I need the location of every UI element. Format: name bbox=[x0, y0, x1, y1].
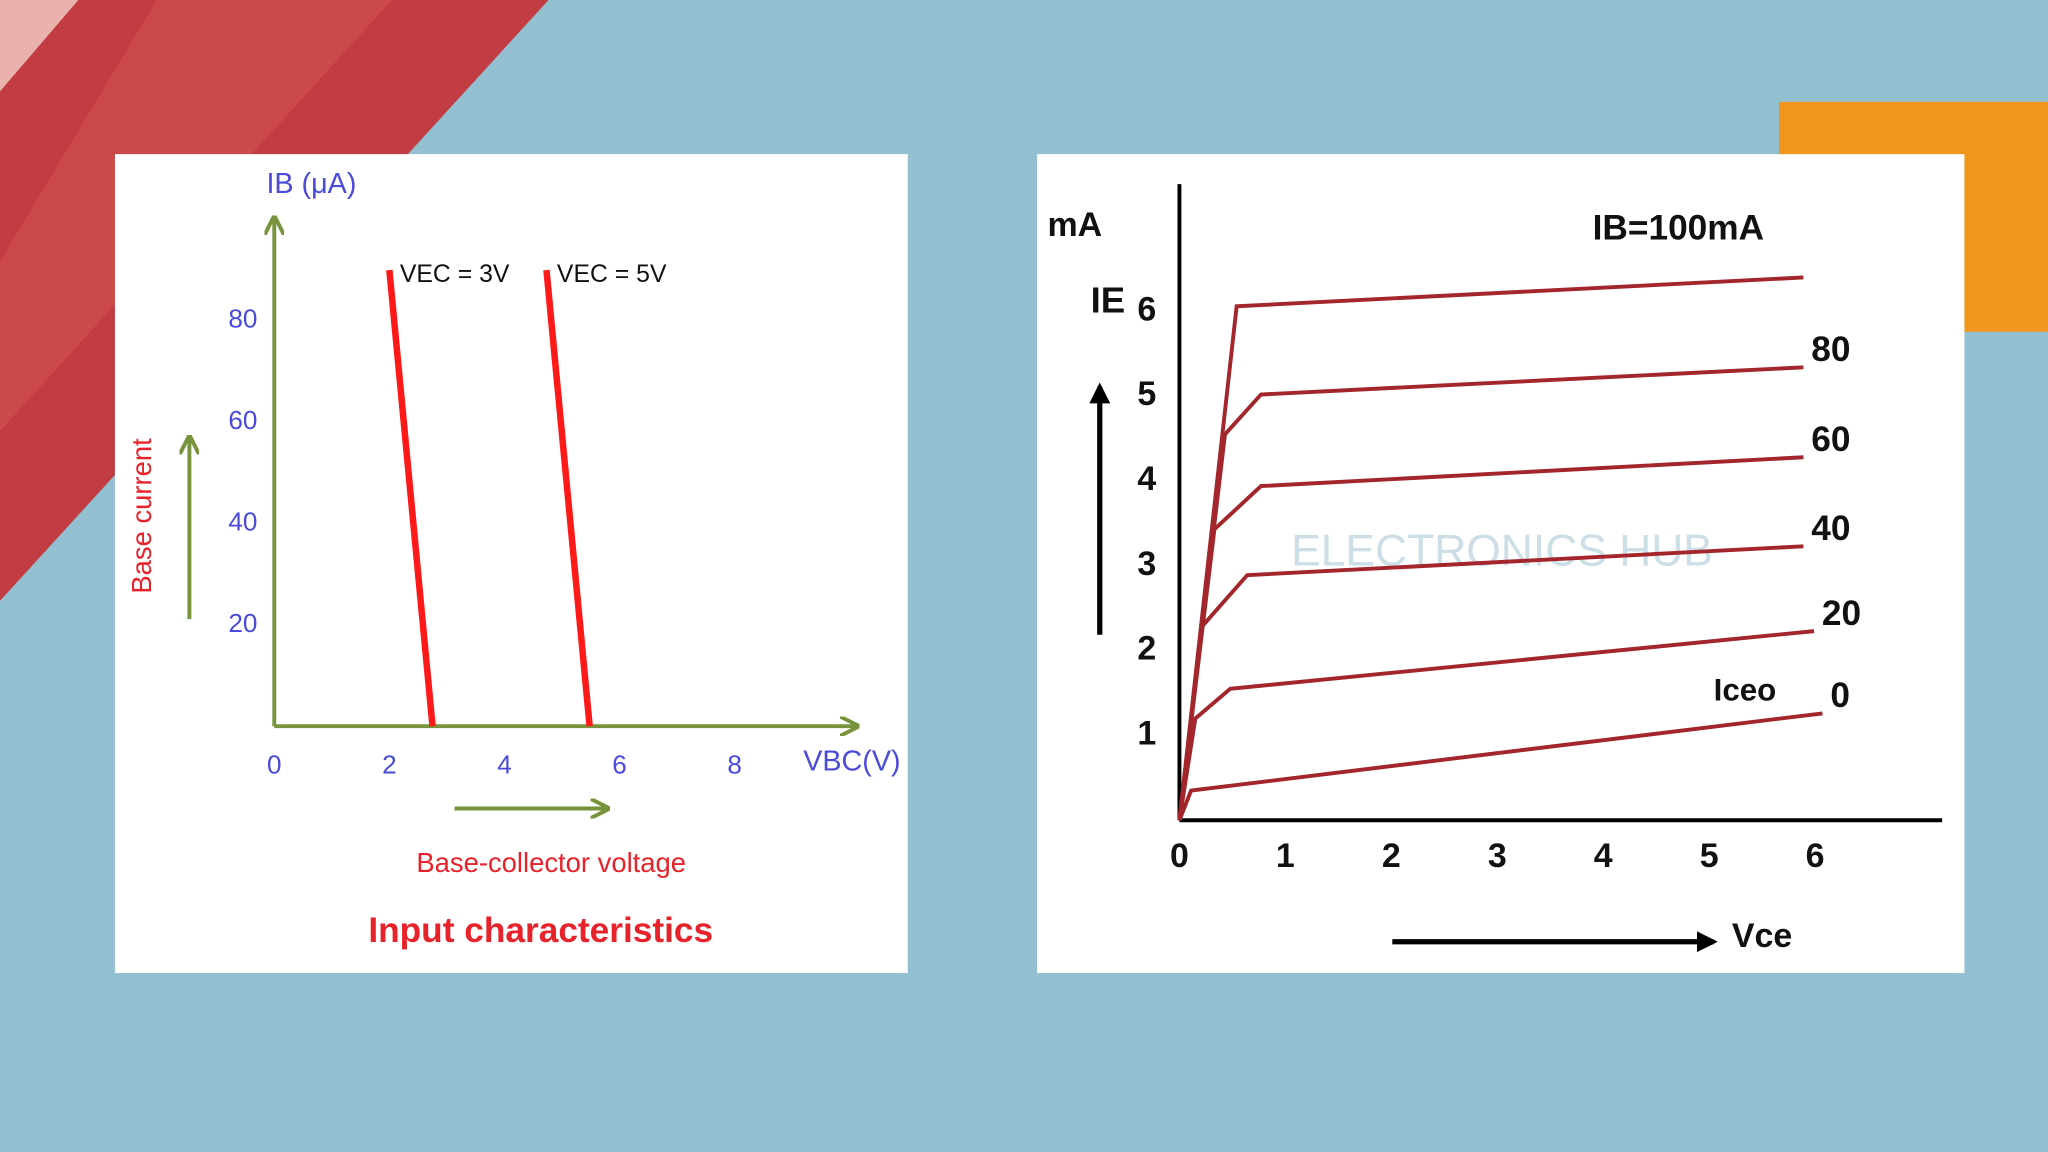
y-unit: mA bbox=[1048, 206, 1103, 244]
x-tick-label: 1 bbox=[1276, 837, 1295, 875]
x-tick-label: 6 bbox=[1806, 837, 1825, 875]
legend-label: 80 bbox=[1811, 330, 1850, 369]
x-tick-label: 5 bbox=[1700, 837, 1719, 875]
y-tick-label: 40 bbox=[228, 506, 257, 536]
y-tick-label: 4 bbox=[1137, 460, 1156, 498]
y-tick-label: 80 bbox=[228, 304, 257, 334]
x-tick-label: 4 bbox=[497, 750, 512, 780]
y-label: IE bbox=[1091, 280, 1126, 321]
x-tick-label: 8 bbox=[727, 750, 742, 780]
chart-title: Input characteristics bbox=[368, 911, 713, 950]
y-tick-label: 5 bbox=[1137, 375, 1156, 413]
x-tick-label: 0 bbox=[1170, 837, 1189, 875]
annotation: Iceo bbox=[1714, 673, 1777, 708]
legend-label: VEC = 5V bbox=[557, 261, 667, 288]
y-tick-label: 6 bbox=[1137, 290, 1156, 328]
legend-label: VEC = 3V bbox=[400, 261, 510, 288]
panel-left bbox=[114, 154, 908, 974]
series-line bbox=[543, 269, 593, 727]
legend-label: 20 bbox=[1822, 594, 1861, 633]
x-tick-label: 2 bbox=[382, 750, 397, 780]
y-tick-label: 3 bbox=[1137, 545, 1156, 583]
series-line bbox=[1177, 629, 1815, 821]
x-tick-label: 6 bbox=[612, 750, 627, 780]
legend-label: 60 bbox=[1811, 420, 1850, 459]
y-title: Base current bbox=[126, 438, 157, 594]
y-label: IB (μA) bbox=[266, 168, 356, 200]
y-tick-label: 60 bbox=[228, 405, 257, 435]
legend-label: 40 bbox=[1811, 509, 1850, 548]
x-label: VBC(V) bbox=[803, 745, 900, 777]
y-tick-label: 2 bbox=[1137, 630, 1156, 668]
x-tick-label: 0 bbox=[267, 750, 282, 780]
series-line bbox=[1177, 544, 1804, 821]
x-tick-label: 4 bbox=[1594, 837, 1613, 875]
x-label: Vce bbox=[1732, 917, 1792, 955]
y-tick-label: 1 bbox=[1137, 714, 1156, 752]
x-tick-label: 2 bbox=[1382, 837, 1401, 875]
y-tick-label: 20 bbox=[228, 608, 257, 638]
x-tick-label: 3 bbox=[1488, 837, 1507, 875]
series-line bbox=[1177, 711, 1823, 821]
legend-label: IB=100mA bbox=[1593, 209, 1764, 248]
x-title: Base-collector voltage bbox=[416, 847, 686, 878]
legend-label: 0 bbox=[1830, 676, 1850, 715]
series-line bbox=[386, 269, 436, 727]
